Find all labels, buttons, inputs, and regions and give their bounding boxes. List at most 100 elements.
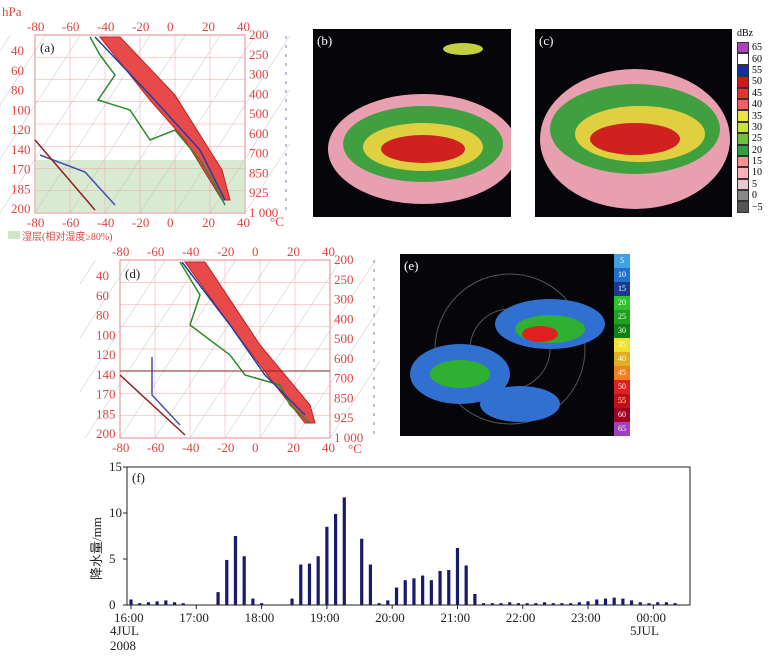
moist-legend: 湿层(相对湿度≥80%): [22, 230, 112, 243]
left-tick: 100: [11, 102, 31, 117]
dbz-level: 55: [737, 64, 763, 77]
left-tick: 80: [11, 83, 24, 98]
precip-bar: [138, 603, 142, 605]
date-right: 5JUL: [630, 623, 659, 638]
dbz-level: 0: [737, 190, 763, 202]
left-tick: 100: [96, 327, 116, 342]
temp-line-a: [94, 36, 226, 201]
x-tick-label: 22:00: [506, 610, 536, 625]
left-tick: 60: [11, 63, 24, 78]
top-tick: -40: [97, 19, 114, 34]
precip-bar: [225, 559, 229, 605]
dbz-level-label: 50: [752, 76, 762, 88]
panel-label-c: (c): [539, 33, 554, 48]
precip-bar: [181, 603, 185, 605]
radar-e-scale-cell: 15: [614, 282, 630, 296]
dbz-level-label: 0: [752, 190, 757, 202]
left-tick: 140: [11, 142, 31, 157]
left-tick: 120: [96, 347, 116, 362]
right-tick: 925: [334, 410, 354, 425]
y-tick-label: 15: [109, 459, 122, 474]
precip-bar: [155, 601, 159, 605]
bottom-tick: -40: [97, 215, 114, 230]
precip-bar: [647, 603, 651, 605]
bottom-tick: -20: [132, 215, 149, 230]
skewt-a: hPa -80 -60 -40 -20 0 20 40 (a) 40 60 80 100 120 14…: [0, 4, 290, 243]
top-tick: -60: [147, 245, 164, 259]
dbz-swatch: [737, 98, 749, 111]
top-tick: 0: [167, 19, 174, 34]
right-tick: 850: [249, 165, 269, 180]
skewt-d: -80 -60 -40 -20 0 20 40 (d) 40 60 80 100 120 140 170…: [80, 245, 380, 456]
radar-e-scale-cell: 35: [614, 338, 630, 352]
dbz-swatch: [737, 201, 749, 213]
precip-bar: [299, 564, 303, 605]
right-tick: 925: [249, 185, 269, 200]
radar-e-scale-cell: 5: [614, 254, 630, 268]
right-ticks-d: 200 250 300 400 500 600 700 850 925 1 000: [334, 252, 363, 445]
precip-bar: [569, 603, 573, 605]
left-tick: 40: [96, 268, 109, 283]
unit-c-d: °C: [348, 441, 362, 456]
right-ticks-a: 200 250 300 400 500 600 700 850 925 1 000: [249, 27, 278, 220]
precip-bar: [164, 600, 168, 605]
right-tick: 700: [334, 371, 354, 386]
precip-bar: [386, 600, 390, 605]
precip-bar: [377, 603, 381, 605]
unit-hpa-a: hPa: [2, 4, 22, 19]
precip-bar: [242, 556, 246, 605]
radar-e-scale-cell: 20: [614, 296, 630, 310]
dbz-level-label: 40: [752, 99, 762, 111]
top-tick: -40: [182, 245, 199, 259]
bottom-tick: -20: [217, 440, 234, 455]
dbz-swatch: [737, 64, 749, 77]
right-tick: 200: [334, 252, 354, 267]
x-tick-label: 00:00: [636, 610, 666, 625]
precip-bar: [394, 587, 399, 605]
radar-e-scale-cell: 45: [614, 366, 630, 380]
top-tick: -80: [27, 19, 44, 34]
right-tick: 300: [334, 292, 354, 307]
bottom-tick: 40: [237, 215, 250, 230]
top-tick: 40: [237, 19, 250, 34]
precip-bar: [464, 565, 468, 605]
dbz-swatch: [737, 110, 749, 122]
dbz-level-label: 25: [752, 133, 762, 145]
dbz-swatch: [737, 167, 749, 179]
precip-bar: [595, 599, 599, 605]
x-tick-label: 17:00: [179, 610, 209, 625]
precip-bar: [172, 602, 177, 605]
y-tick-label: 0: [109, 597, 116, 612]
dbz-level-label: 65: [752, 42, 762, 54]
radar-e-scale-cell: 30: [614, 324, 630, 338]
precip-bar: [216, 592, 220, 605]
right-tick: 300: [249, 67, 269, 82]
radar-e-scale: 5 10 15 20 25 30 35 40 45 50 55 60 65: [614, 254, 630, 436]
panel-label-b: (b): [317, 33, 333, 48]
precip-bar: [342, 497, 346, 605]
right-tick: 1 000: [334, 430, 363, 445]
precip-bar: [499, 603, 503, 605]
cape-area-a: [98, 36, 231, 201]
bottom-tick: 40: [322, 440, 335, 455]
precip-bar: [534, 603, 538, 605]
bottom-tick: -60: [147, 440, 164, 455]
dewpoint-line-a: [89, 36, 226, 206]
precip-bar: [146, 602, 151, 605]
radar-e-scale-cell: 65: [614, 422, 630, 436]
bottom-ticks-d: -80 -60 -40 -20 0 20 40: [112, 440, 335, 455]
dbz-level: 35: [737, 110, 763, 122]
x-tick-label: 23:00: [571, 610, 601, 625]
right-tick: 500: [249, 106, 269, 121]
dbz-level: 50: [737, 76, 763, 88]
radar-e-scale-cell: 60: [614, 408, 630, 422]
precip-bar: [455, 547, 460, 605]
precip-bar: [447, 570, 451, 605]
bottom-tick: 0: [167, 215, 174, 230]
precip-bar: [586, 601, 590, 605]
left-tick: 185: [96, 406, 116, 421]
left-tick: 60: [96, 288, 109, 303]
dbz-swatch: [737, 121, 749, 134]
cape-area-d: [184, 261, 316, 424]
right-tick: 400: [249, 86, 269, 101]
